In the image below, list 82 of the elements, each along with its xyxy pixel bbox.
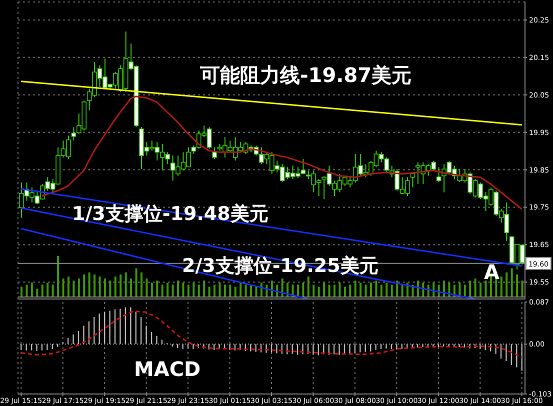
bar bbox=[323, 282, 326, 297]
bar bbox=[229, 284, 232, 297]
bar bbox=[307, 276, 310, 297]
bar bbox=[208, 286, 210, 297]
bar bbox=[349, 284, 352, 297]
bar bbox=[480, 282, 482, 297]
bar bbox=[318, 286, 320, 297]
bar bbox=[234, 286, 236, 297]
bar bbox=[401, 284, 404, 297]
bar bbox=[360, 282, 362, 297]
bar bbox=[328, 284, 330, 297]
bar bbox=[302, 282, 304, 297]
bar bbox=[150, 282, 153, 297]
bar bbox=[88, 272, 90, 297]
bar bbox=[390, 284, 393, 297]
bar bbox=[83, 274, 86, 297]
bar bbox=[203, 280, 206, 297]
bar bbox=[161, 284, 164, 297]
bar bbox=[469, 280, 472, 297]
bar bbox=[500, 276, 502, 297]
bar bbox=[296, 284, 299, 297]
bar bbox=[506, 272, 508, 297]
candlestick bbox=[212, 146, 217, 160]
annotation: A bbox=[484, 260, 500, 284]
line-series bbox=[20, 310, 523, 358]
bar bbox=[182, 282, 184, 297]
bar bbox=[172, 284, 174, 297]
bar bbox=[109, 280, 112, 297]
bar bbox=[495, 278, 498, 297]
bar bbox=[521, 280, 524, 297]
bar bbox=[312, 284, 315, 297]
bar bbox=[166, 282, 169, 297]
bar bbox=[72, 280, 75, 297]
bar bbox=[135, 268, 138, 297]
bar bbox=[380, 284, 382, 297]
bar bbox=[474, 278, 476, 297]
bar bbox=[98, 276, 101, 297]
bar bbox=[177, 280, 180, 297]
bar bbox=[240, 282, 242, 297]
bar bbox=[464, 284, 466, 297]
bar bbox=[62, 278, 64, 297]
bar bbox=[36, 288, 38, 297]
bar bbox=[124, 272, 127, 297]
bar bbox=[78, 278, 80, 297]
annotation: MACD bbox=[134, 357, 201, 381]
bar bbox=[386, 282, 388, 297]
bar bbox=[338, 282, 341, 297]
bar bbox=[94, 274, 96, 297]
bar bbox=[41, 284, 44, 297]
bar bbox=[187, 284, 190, 297]
bar bbox=[516, 274, 518, 297]
bar bbox=[375, 280, 378, 297]
bar bbox=[146, 278, 148, 297]
bar bbox=[104, 278, 106, 297]
bar bbox=[344, 286, 346, 297]
bar bbox=[67, 276, 70, 297]
bar bbox=[192, 282, 195, 297]
candlestick bbox=[436, 166, 442, 183]
bar bbox=[218, 282, 221, 297]
bar bbox=[198, 284, 200, 297]
bar bbox=[26, 284, 28, 297]
bar bbox=[46, 282, 49, 297]
bar bbox=[114, 276, 116, 297]
bar bbox=[370, 282, 372, 297]
bar bbox=[156, 280, 158, 297]
bar bbox=[354, 280, 356, 297]
bar bbox=[244, 284, 247, 297]
bar bbox=[20, 286, 23, 297]
bar bbox=[224, 284, 226, 297]
bar bbox=[52, 284, 54, 297]
bar bbox=[214, 284, 216, 297]
bar bbox=[333, 284, 336, 297]
bar bbox=[255, 286, 258, 297]
bar bbox=[130, 278, 132, 297]
bar bbox=[484, 280, 487, 297]
bar bbox=[120, 274, 122, 297]
bar bbox=[364, 284, 367, 297]
bar bbox=[140, 272, 142, 297]
annotation: 可能阻力线-19.87美元 bbox=[200, 63, 412, 87]
bar bbox=[30, 282, 33, 297]
bar bbox=[57, 256, 60, 297]
bar bbox=[510, 268, 513, 297]
